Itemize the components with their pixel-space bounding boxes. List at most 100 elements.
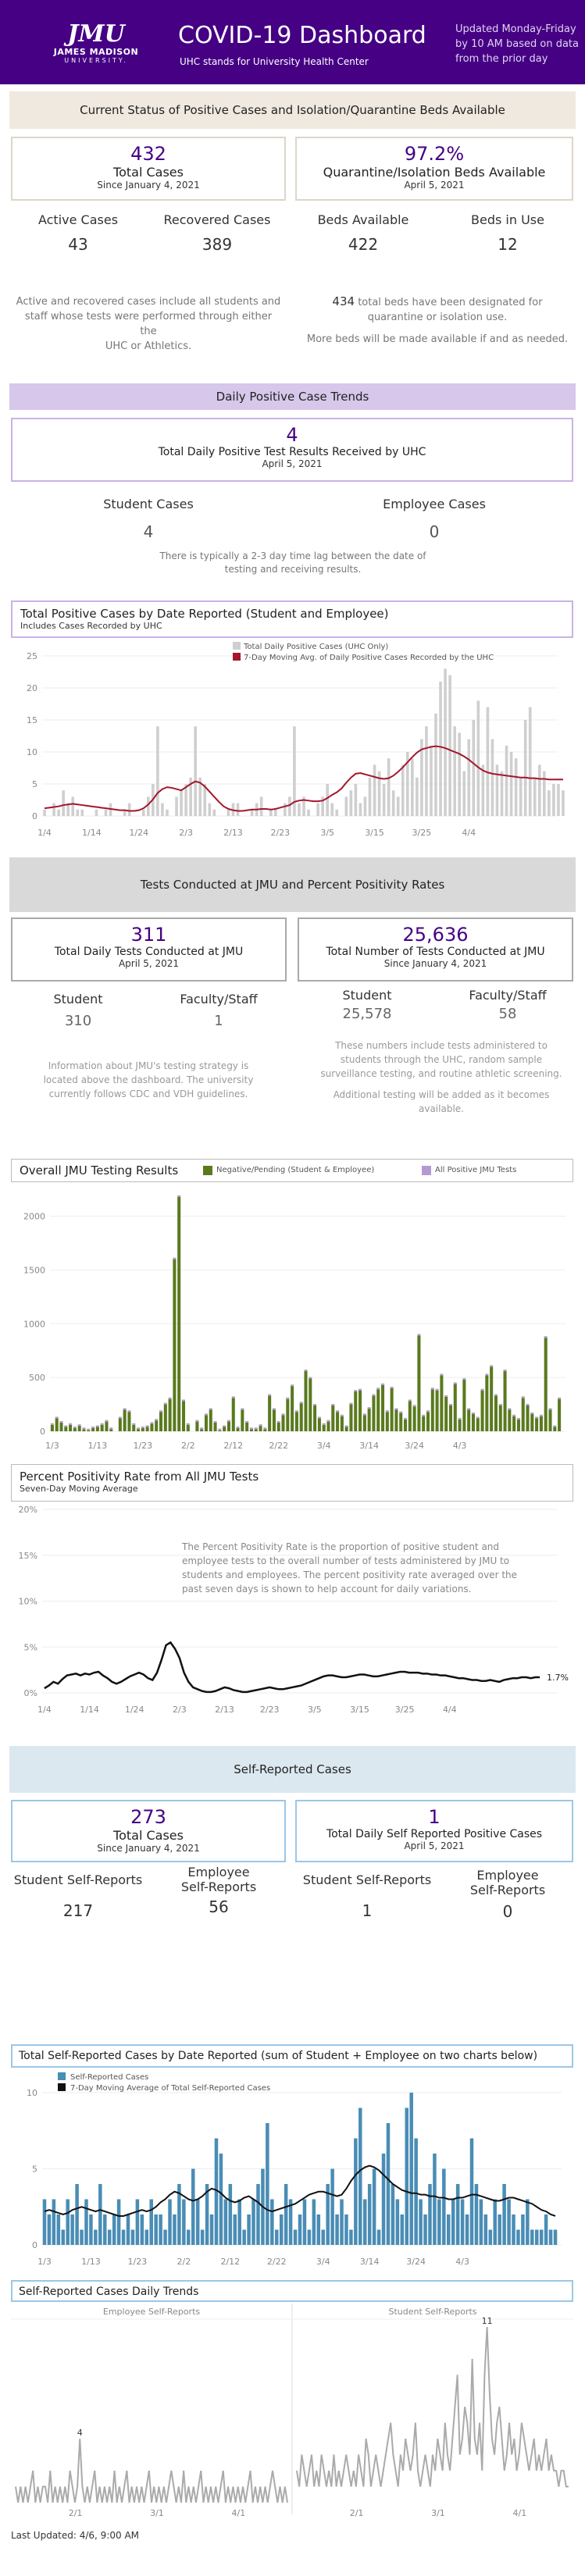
x-tick-label: 3/25: [395, 1705, 415, 1715]
self-reported-bar: [270, 2199, 274, 2245]
self-reported-bar: [209, 2214, 214, 2245]
negative-bar: [503, 1370, 507, 1431]
positive-bar-segment: [485, 1374, 489, 1376]
cases-note-line: Active and recovered cases include all s…: [16, 296, 281, 308]
positive-bar-segment: [150, 1422, 154, 1424]
positive-bar-segment: [544, 1336, 548, 1338]
positive-bar-segment: [69, 1423, 73, 1425]
positive-bar-segment: [548, 1408, 552, 1410]
negative-bar: [263, 1429, 267, 1431]
self-reported-bar: [182, 2199, 186, 2245]
overall-chart-titlebox: Overall JMU Testing Results Negative/Pen…: [11, 1159, 573, 1182]
positive-bar: [486, 707, 490, 816]
y-tick-label: 500: [29, 1373, 45, 1383]
quarantine-label: Quarantine/Isolation Beds Available: [323, 165, 546, 180]
x-tick-label: 1/23: [133, 1441, 152, 1451]
x-tick-label: 1/3: [45, 1441, 59, 1451]
daily-tests-value: 311: [130, 924, 167, 946]
self-reported-bar: [544, 2214, 548, 2245]
negative-bar: [73, 1427, 77, 1431]
negative-bar: [381, 1384, 385, 1431]
positive-bar-segment: [173, 1257, 177, 1259]
x-tick-label: 2/3: [179, 828, 193, 838]
y-tick-label: 25: [27, 651, 37, 661]
positive-bar-segment: [50, 1423, 54, 1425]
negative-bar: [155, 1420, 159, 1431]
self-reported-bar: [502, 2184, 506, 2245]
total-tests-value: 25,636: [402, 924, 469, 946]
self-reported-bar: [75, 2184, 79, 2245]
y-tick-label: 10%: [19, 1597, 37, 1607]
positive-bar-segment: [209, 1408, 212, 1410]
negative-bar: [403, 1419, 408, 1431]
x-tick-label: 2/23: [260, 1705, 280, 1715]
self-reported-bar: [89, 2214, 93, 2245]
y-tick-label: 0: [32, 2240, 37, 2250]
daily-tests-date: April 5, 2021: [118, 958, 180, 969]
negative-bar: [223, 1427, 227, 1431]
self-reported-bar: [376, 2229, 381, 2245]
positive-bar: [481, 764, 485, 816]
self-reported-bar: [70, 2214, 74, 2245]
self-reported-bar: [288, 2199, 293, 2245]
positive-bar: [198, 777, 202, 816]
positive-bar-segment: [181, 1399, 186, 1402]
x-tick-label: 2/12: [223, 1441, 243, 1451]
negative-bar: [127, 1412, 131, 1431]
positive-bar-segment: [281, 1413, 285, 1416]
jmu-logo[interactable]: JMU JAMES MADISON UNIVERSITY.: [45, 22, 147, 69]
positive-bar: [557, 784, 560, 816]
negative-bar: [317, 1418, 321, 1431]
negative-bar: [358, 1390, 362, 1431]
legend-line-label: 7-Day Moving Avg. of Daily Positive Case…: [244, 654, 494, 662]
positivity-rate-chart: 0% 5% 10% 15% 20% 1.7% 1/4 1/14 1/24 2/3 2/13 2/23 3…: [19, 1505, 569, 1715]
negative-bar: [59, 1422, 63, 1431]
y-tick-label: 2000: [23, 1212, 45, 1222]
self-reported-bar: [94, 2229, 98, 2245]
self-reported-bar: [275, 2229, 279, 2245]
self-reported-bar: [47, 2214, 52, 2245]
legend-line-swatch: [233, 653, 241, 661]
positive-bar-segment: [354, 1390, 358, 1392]
self-daily-label: Total Daily Self Reported Positive Cases: [326, 1828, 543, 1840]
positive-bar-segment: [422, 1414, 426, 1416]
x-tick-label: 1/24: [125, 1705, 144, 1715]
positive-bar-segment: [435, 1388, 439, 1391]
self-reported-bar: [354, 2138, 358, 2245]
daily-trends-title: Daily Positive Case Trends: [216, 390, 369, 404]
self-reported-bar: [80, 2229, 84, 2245]
positive-bar: [439, 681, 442, 816]
positive-bar-segment: [503, 1369, 507, 1371]
self-reported-bar: [548, 2229, 553, 2245]
positive-bar-segment: [177, 1195, 181, 1197]
y-tick-label: 1500: [23, 1265, 45, 1275]
positive-bar-segment: [276, 1420, 280, 1423]
self-employee-label: Self-Reports: [180, 1879, 257, 1894]
negative-bar: [259, 1426, 262, 1431]
daily-self-title: Self-Reported Cases Daily Trends: [19, 2286, 199, 2298]
daily-student-tests-label: Student: [53, 992, 103, 1007]
positive-bar-segment: [213, 1420, 217, 1423]
negative-bar: [444, 1396, 448, 1431]
negative-bar: [105, 1421, 109, 1431]
self-reported-bar: [191, 2168, 195, 2245]
positive-bar-segment: [394, 1408, 398, 1410]
negative-bar: [91, 1427, 95, 1431]
positive-bar-segment: [349, 1402, 353, 1405]
numbers-note-line: These numbers include tests administered…: [335, 1040, 548, 1051]
legend-bar-swatch: [233, 642, 241, 650]
negative-bar: [539, 1416, 543, 1431]
moving-average-line: [44, 745, 563, 812]
positive-bar-segment: [390, 1386, 394, 1388]
self-reported-bar: [367, 2184, 372, 2245]
y-tick-label: 20%: [19, 1505, 37, 1515]
x-tick-label: 1/3: [37, 2257, 52, 2267]
positive-bar-segment: [73, 1426, 77, 1428]
self-reported-bar: [247, 2214, 251, 2245]
recovered-cases-label: Recovered Cases: [163, 212, 271, 227]
positive-bar-segment: [430, 1388, 434, 1390]
negative-bar: [376, 1389, 380, 1431]
positive-bar-segment: [512, 1414, 516, 1416]
negative-bar: [521, 1398, 525, 1431]
negative-bar: [467, 1409, 471, 1431]
